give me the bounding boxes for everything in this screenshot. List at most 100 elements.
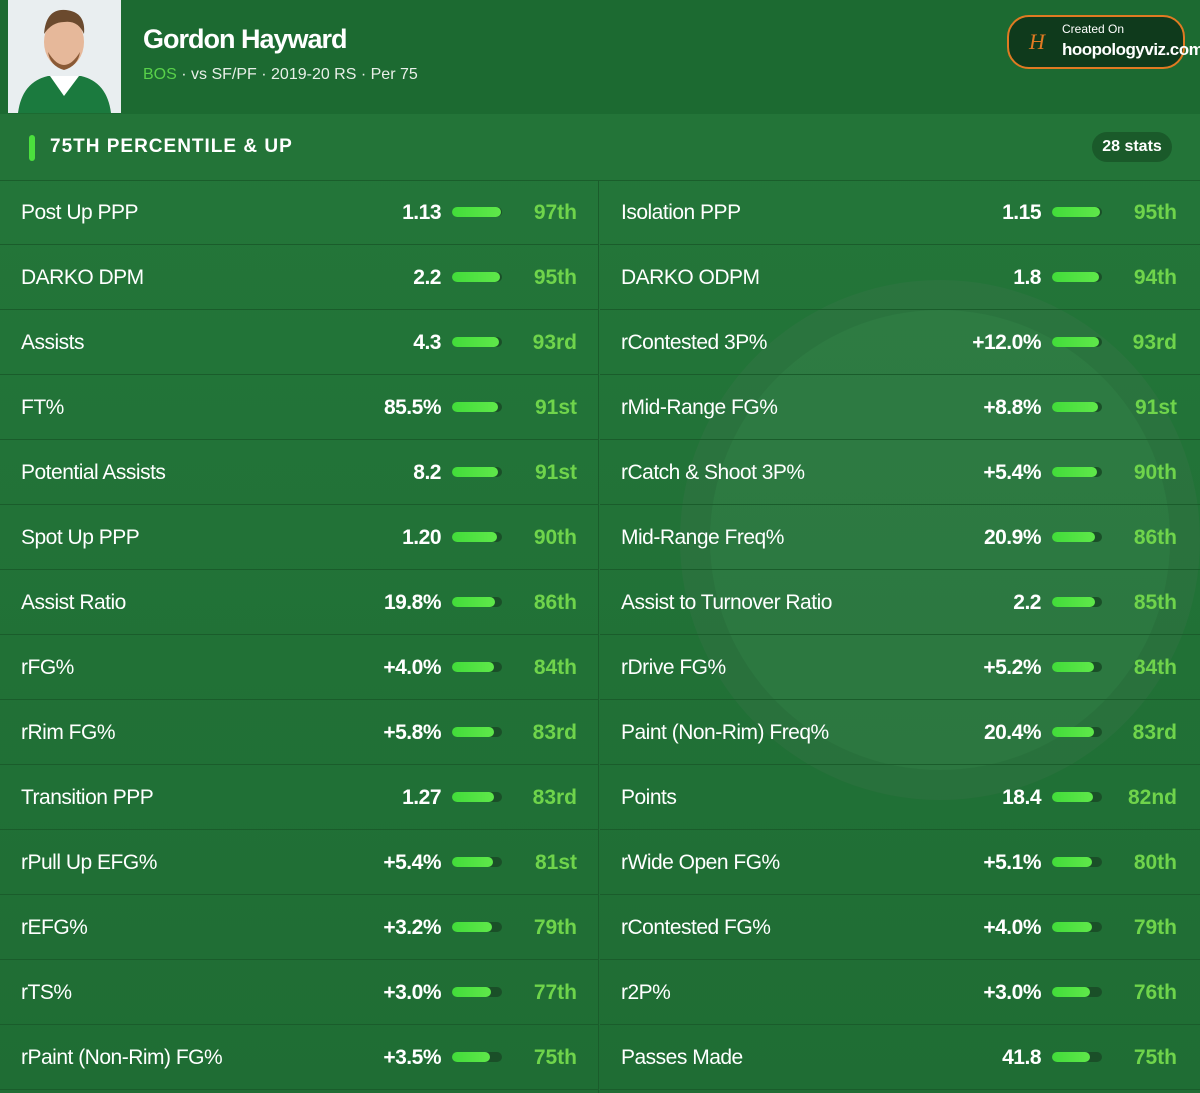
percentile-label: 91st [534,461,577,484]
stat-value: 8.2 [413,461,441,484]
percentile-track [452,532,502,542]
stat-label: Points [621,786,677,809]
percentile-label: 83rd [1132,721,1177,744]
percentile-bar [452,727,494,737]
stat-label: rMid-Range FG% [621,396,778,419]
pace: Per 75 [370,66,418,83]
percentile-label: 86th [1133,526,1177,549]
percentile-track [452,727,502,737]
percentile-bar [1052,597,1095,607]
stat-label: r2P% [621,981,671,1004]
matchup: vs SF/PF [191,66,257,83]
percentile-label: 91st [534,396,577,419]
percentile-bar [1052,1052,1090,1062]
stat-value: 85.5% [383,396,442,419]
percentile-track [452,597,502,607]
badge-icon: H [1028,29,1046,54]
header [0,0,1200,114]
percentile-track [452,207,502,217]
stat-label: Passes Made [621,1046,743,1069]
percentile-label: 93rd [1132,331,1177,354]
percentile-track [452,272,502,282]
stat-label: Assists [21,331,85,354]
percentile-track [1052,532,1102,542]
percentile-track [1052,207,1102,217]
percentile-bar [452,532,497,542]
percentile-track [1052,1052,1102,1062]
percentile-bar [452,857,493,867]
season: 2019-20 RS [271,66,357,83]
badge-caption: Created On [1062,22,1125,36]
stat-value: +8.8% [983,396,1041,419]
percentile-label: 81st [534,851,577,874]
percentile-bar [452,662,494,672]
stat-row [600,570,1200,635]
percentile-bar [1052,727,1094,737]
percentile-bar [1052,467,1097,477]
percentile-track [1052,922,1102,932]
percentile-bar [1052,662,1094,672]
stat-row [600,765,1200,830]
percentile-bar [1052,272,1099,282]
stat-value: 1.20 [402,526,441,549]
stat-value: 1.8 [1013,266,1041,289]
stat-value: +5.4% [383,851,441,874]
stat-row [0,765,598,830]
percentile-track [1052,792,1102,802]
badge-site: hoopologyviz.com [1062,40,1200,59]
percentile-label: 97th [533,201,577,224]
stat-value: 19.8% [383,591,442,614]
percentile-label: 84th [1133,656,1177,679]
percentile-track [452,857,502,867]
percentile-label: 75th [533,1046,577,1069]
stat-row [0,960,598,1025]
stat-row [0,440,598,505]
stat-value: 41.8 [1002,1046,1041,1069]
stat-label: Isolation PPP [621,201,741,224]
percentile-label: 91st [1134,396,1177,419]
stat-count: 28 stats [1092,132,1172,162]
stat-value: 1.27 [402,786,441,809]
stat-label: Transition PPP [21,786,154,809]
stat-value: 18.4 [1002,786,1041,809]
percentile-track [452,792,502,802]
percentile-label: 86th [533,591,577,614]
stat-value: +3.2% [383,916,441,939]
percentile-bar [452,402,498,412]
stat-value: +4.0% [383,656,441,679]
stat-label: Potential Assists [21,461,166,484]
percentile-bar [1052,207,1100,217]
stat-label: rRim FG% [21,721,116,744]
percentile-bar [1052,402,1098,412]
stat-label: Post Up PPP [21,201,139,224]
percentile-bar [452,467,498,477]
stat-label: Spot Up PPP [21,526,140,549]
stat-row [600,1025,1200,1090]
section-title: 75TH PERCENTILE & UP [50,136,293,157]
stat-label: Assist Ratio [21,591,126,614]
stat-row [600,505,1200,570]
team: BOS [143,66,177,83]
stat-value: +4.0% [983,916,1041,939]
stat-label: rFG% [21,656,74,679]
percentile-bar [1052,922,1092,932]
percentile-label: 90th [1133,461,1177,484]
stat-value: +12.0% [972,331,1041,354]
stat-row [0,700,598,765]
stat-row [0,245,598,310]
percentile-label: 95th [533,266,577,289]
stat-row [0,310,598,375]
stat-label: DARKO ODPM [621,266,760,289]
stat-value: 1.15 [1002,201,1041,224]
stat-row [600,180,1200,245]
percentile-bar [452,1052,490,1062]
percentile-label: 77th [533,981,577,1004]
percentile-bar [1052,987,1090,997]
stat-label: Paint (Non-Rim) Freq% [621,721,829,744]
percentile-bar [1052,857,1092,867]
stat-row [600,635,1200,700]
stat-value: 1.13 [402,201,441,224]
stat-label: rContested 3P% [621,331,767,354]
percentile-bar [452,792,494,802]
